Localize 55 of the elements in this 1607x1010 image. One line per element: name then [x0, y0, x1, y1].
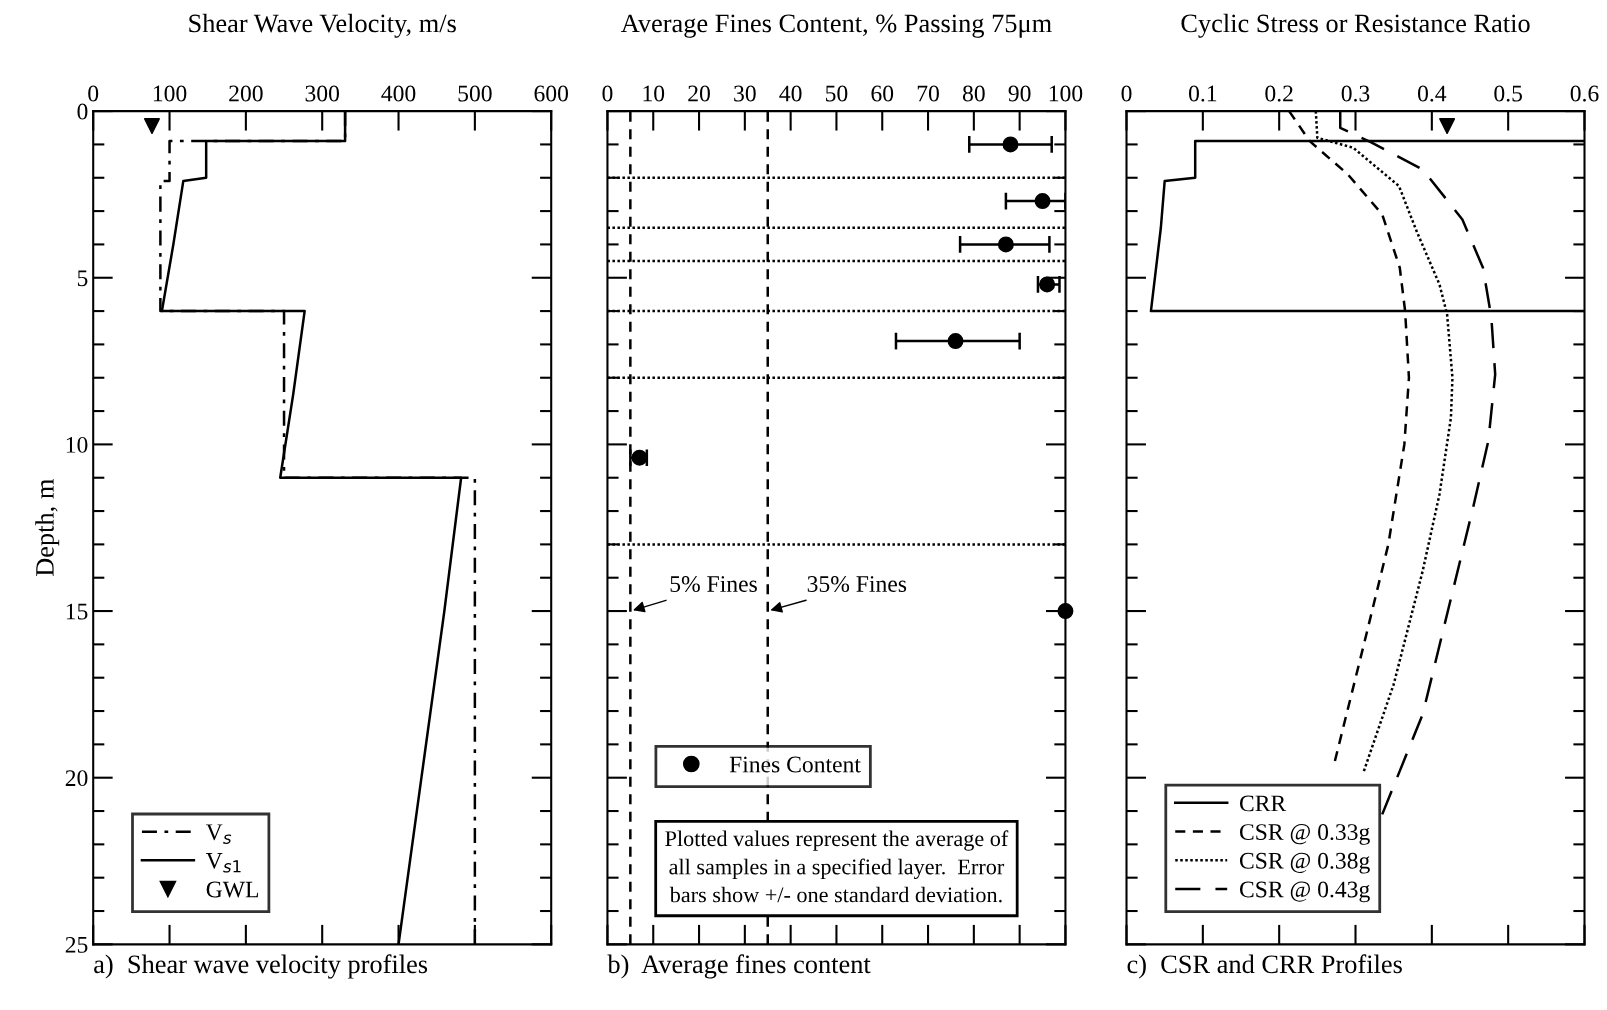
- legend-label: CSR @ 0.43g: [1239, 881, 1370, 903]
- x-tick-label: 70: [917, 85, 939, 102]
- ref-line-label: 5% Fines: [670, 576, 757, 593]
- x-tick-label: 0.5: [1494, 85, 1522, 102]
- y-tick-label: 0: [77, 103, 88, 120]
- x-tick-label: 500: [458, 85, 492, 102]
- ref-line-label: 35% Fines: [807, 576, 907, 593]
- text: c) CSR and CRR Profiles: [1127, 954, 1402, 979]
- y-tick-label: 15: [66, 603, 88, 620]
- point: [1057, 603, 1074, 620]
- x-tick-label: 300: [305, 85, 340, 102]
- point: [1002, 136, 1019, 153]
- legend-label: CRR: [1239, 795, 1287, 812]
- x-tick-label: 90: [1008, 85, 1031, 102]
- x-tick-label: 40: [779, 85, 802, 102]
- point: [1039, 276, 1056, 293]
- x-tick-label: 0.6: [1570, 85, 1599, 102]
- legend-label: V$_{s1}$: [205, 853, 241, 873]
- legend-label: CSR @ 0.33g: [1239, 824, 1370, 845]
- point: [947, 333, 964, 350]
- x-tick-label: 0: [602, 85, 613, 102]
- x-tick-label: 100: [153, 85, 187, 102]
- y-tick-label: 5: [77, 270, 88, 287]
- x-tick-label: 0: [1121, 85, 1132, 102]
- x-tick-label: 50: [826, 85, 848, 102]
- x-tick-label: 0.1: [1188, 85, 1217, 102]
- annotation: Plotted values represent the average of all samples in a specified layer. Error bars show +/- one standard deviation.: [665, 830, 1009, 903]
- x-tick-label: 0: [88, 85, 99, 102]
- y-tick-label: 20: [65, 770, 88, 787]
- x-axis-title: Cyclic Stress or Resistance Ratio: [1181, 13, 1530, 38]
- text: a) Shear wave velocity profiles: [94, 954, 428, 979]
- point: [1034, 193, 1051, 210]
- y-tick-label: 10: [66, 436, 88, 453]
- legend-label: CSR @ 0.38g: [1239, 852, 1370, 874]
- x-tick-label: 100: [1049, 85, 1083, 102]
- legend-label: V$_{s}$: [205, 824, 232, 844]
- legend-label: Fines Content: [729, 756, 861, 773]
- y-axis-title: Depth, m: [35, 479, 60, 577]
- x-axis-title: Shear Wave Velocity, m/s: [189, 13, 456, 38]
- x-axis-title: Average Fines Content, % Passing 75μm: [620, 14, 1052, 38]
- text: b) Average fines content: [607, 954, 871, 979]
- x-tick-label: 0.3: [1341, 85, 1370, 102]
- x-tick-label: 30: [734, 85, 756, 102]
- point: [997, 236, 1014, 253]
- x-tick-label: 80: [962, 85, 985, 102]
- x-tick-label: 400: [381, 85, 416, 102]
- x-tick-label: 200: [229, 85, 263, 102]
- y-tick-label: 25: [65, 936, 88, 953]
- x-tick-label: 10: [643, 85, 665, 102]
- x-tick-label: 60: [871, 85, 894, 102]
- x-tick-label: 0.2: [1265, 85, 1293, 102]
- legend-label: GWL: [206, 881, 259, 898]
- x-tick-label: 600: [534, 85, 569, 102]
- x-tick-label: 0.4: [1417, 85, 1447, 102]
- x-tick-label: 20: [688, 85, 710, 102]
